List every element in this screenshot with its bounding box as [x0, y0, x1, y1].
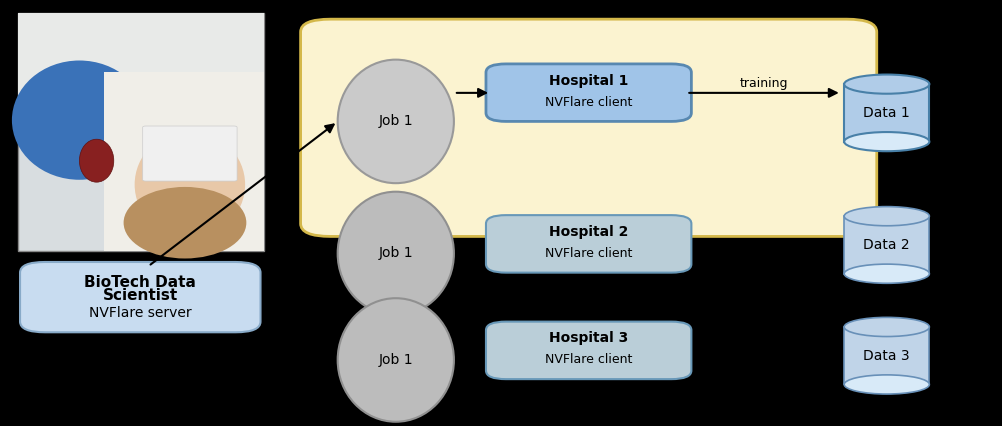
Ellipse shape — [338, 192, 454, 315]
Ellipse shape — [123, 187, 246, 259]
Text: Data 2: Data 2 — [864, 238, 910, 252]
Text: Data 3: Data 3 — [864, 349, 910, 363]
Ellipse shape — [844, 207, 930, 226]
Text: Hospital 2: Hospital 2 — [549, 225, 628, 239]
Text: BioTech Data: BioTech Data — [84, 275, 196, 290]
Text: Job 1: Job 1 — [379, 247, 413, 260]
Ellipse shape — [12, 60, 147, 180]
FancyBboxPatch shape — [844, 84, 930, 141]
FancyBboxPatch shape — [486, 322, 691, 379]
Text: Scientist: Scientist — [102, 288, 178, 302]
Text: NVFlare client: NVFlare client — [545, 353, 632, 366]
Text: Job 1: Job 1 — [379, 353, 413, 367]
FancyBboxPatch shape — [142, 126, 237, 181]
Text: NVFlare client: NVFlare client — [545, 95, 632, 109]
Text: Hospital 3: Hospital 3 — [549, 331, 628, 345]
FancyBboxPatch shape — [104, 72, 264, 251]
FancyBboxPatch shape — [18, 13, 264, 251]
Ellipse shape — [844, 132, 930, 151]
Text: NVFlare client: NVFlare client — [545, 247, 632, 260]
Text: training: training — [739, 77, 788, 89]
FancyBboxPatch shape — [301, 19, 877, 236]
FancyBboxPatch shape — [486, 215, 691, 273]
FancyBboxPatch shape — [844, 216, 930, 273]
FancyBboxPatch shape — [18, 13, 264, 144]
Text: NVFlare server: NVFlare server — [89, 306, 191, 320]
Text: Data 1: Data 1 — [864, 106, 910, 120]
Text: Hospital 1: Hospital 1 — [549, 74, 628, 88]
Ellipse shape — [844, 264, 930, 283]
Ellipse shape — [79, 139, 114, 182]
Ellipse shape — [338, 298, 454, 422]
FancyBboxPatch shape — [20, 262, 261, 332]
Ellipse shape — [844, 317, 930, 337]
Ellipse shape — [844, 75, 930, 94]
FancyBboxPatch shape — [844, 327, 930, 384]
Ellipse shape — [844, 375, 930, 394]
Ellipse shape — [134, 131, 245, 238]
Text: Job 1: Job 1 — [379, 115, 413, 128]
Ellipse shape — [338, 60, 454, 183]
FancyBboxPatch shape — [486, 64, 691, 121]
